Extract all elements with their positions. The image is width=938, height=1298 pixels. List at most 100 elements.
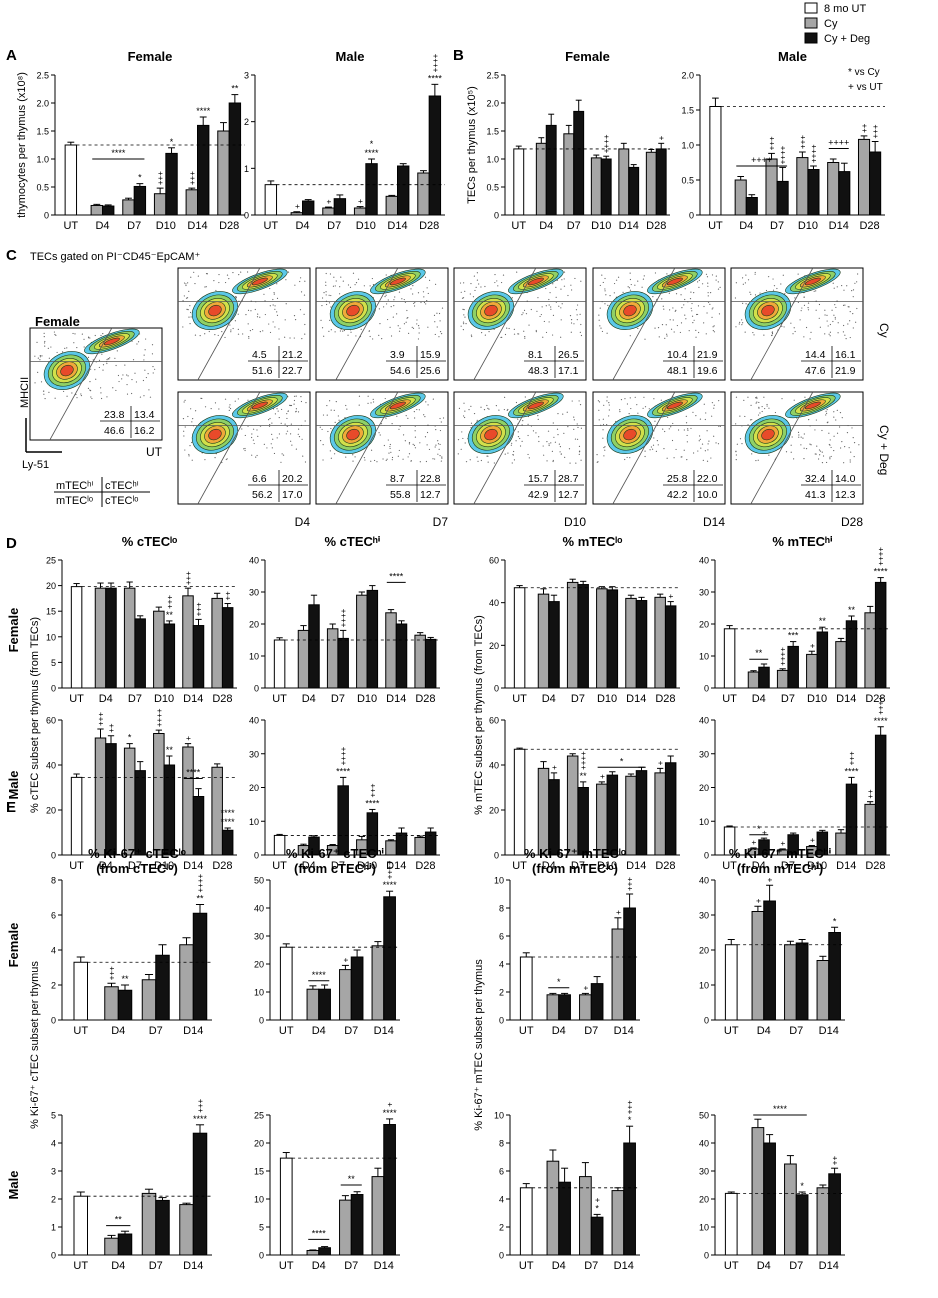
flow-event-dot: [470, 422, 473, 424]
flow-event-dot: [364, 459, 366, 461]
y-tick-label: 1: [244, 164, 249, 174]
flow-event-dot: [771, 331, 773, 334]
legend-cy-label: Cy: [824, 18, 838, 30]
flow-event-dot: [182, 326, 184, 328]
y-tick-label: 6: [499, 932, 504, 942]
flow-event-dot: [829, 458, 831, 460]
bar-cy-D7: [566, 755, 579, 856]
flow-event-dot: [506, 409, 508, 411]
flow-event-dot: [803, 433, 805, 435]
flow-event-dot: [561, 303, 563, 305]
flow-event-dot: [434, 458, 436, 460]
flow-event-dot: [707, 282, 709, 284]
flow-event-dot: [809, 338, 811, 340]
flow-event-dot: [644, 455, 646, 458]
bar-cy-D10: [153, 610, 165, 689]
y-tick-label: 20: [699, 783, 709, 793]
flow-event-dot: [398, 291, 401, 293]
flow-event-dot: [379, 434, 381, 436]
flow-event-dot: [330, 409, 332, 411]
flow-quadrant-ctec-lo: 10.0: [697, 489, 718, 501]
bar-chart-E-f2: % Ki-67⁺ cTECʰⁱ(from cTECʰⁱ)01020304050U…: [254, 846, 400, 1037]
flow-event-dot: [320, 319, 322, 321]
flow-event-dot: [736, 443, 738, 445]
significance-mark: **: [196, 894, 204, 904]
flow-event-dot: [458, 407, 461, 409]
significance-mark: +++: [195, 602, 204, 616]
bar-cy-D4: [747, 671, 760, 689]
significance-mark: +: [184, 736, 193, 741]
flow-event-dot: [214, 402, 217, 404]
flow-event-dot: [142, 379, 145, 382]
panel-c-title: TECs gated on PI⁻CD45⁻EpCAM⁺: [30, 251, 200, 263]
chart-subtitle: (from mTECʰⁱ): [737, 861, 823, 876]
flow-event-dot: [749, 291, 751, 293]
significance-mark: ++++: [779, 145, 788, 164]
flow-event-dot: [56, 351, 58, 354]
x-tick-label: UT: [73, 1025, 88, 1037]
flow-event-dot: [573, 428, 575, 430]
flow-event-dot: [549, 292, 551, 294]
flow-event-dot: [495, 405, 497, 407]
y-tick-label: 3: [51, 1167, 56, 1177]
flow-event-dot: [405, 415, 407, 417]
flow-quadrant-mtec-hi: 8.7: [390, 473, 405, 485]
flow-event-dot: [259, 330, 261, 333]
x-tick-label: D10: [807, 860, 827, 872]
flow-event-dot: [298, 436, 301, 438]
flow-event-dot: [558, 443, 560, 445]
flow-event-dot: [354, 284, 356, 286]
bar-cydeg-D7: [795, 942, 809, 1021]
flow-event-dot: [537, 297, 539, 299]
x-tick-label: D4: [542, 693, 556, 705]
flow-event-dot: [552, 459, 554, 462]
flow-event-dot: [342, 280, 344, 282]
legend-ut-label: 8 mo UT: [824, 3, 866, 15]
flow-event-dot: [637, 412, 639, 414]
flow-event-dot: [718, 313, 721, 315]
x-tick-label: D14: [183, 693, 203, 705]
flow-event-dot: [229, 407, 232, 410]
flow-event-dot: [293, 403, 295, 405]
flow-event-dot: [521, 314, 523, 316]
flow-event-dot: [420, 301, 422, 304]
flow-event-dot: [543, 320, 545, 323]
flow-quadrant-mtec-hi: 4.5: [252, 349, 267, 361]
x-tick-label: UT: [279, 1260, 294, 1272]
flow-event-dot: [551, 334, 554, 336]
flow-event-dot: [184, 426, 186, 428]
flow-event-dot: [756, 396, 758, 398]
bar-ut: [709, 106, 722, 216]
flow-event-dot: [54, 333, 56, 336]
flow-event-dot: [154, 368, 156, 370]
flow-event-dot: [663, 448, 665, 450]
flow-event-dot: [563, 432, 565, 434]
y-tick-label: 5: [259, 1223, 264, 1233]
y-tick-label: 6: [499, 1167, 504, 1177]
flow-event-dot: [672, 422, 674, 425]
flow-event-dot: [139, 396, 142, 398]
flow-event-dot: [402, 458, 404, 460]
flow-event-dot: [418, 327, 420, 329]
flow-event-dot: [44, 397, 46, 400]
significance-mark: ****: [365, 798, 380, 808]
bar-cy-D14: [179, 1204, 194, 1256]
flow-event-dot: [115, 364, 117, 367]
flow-event-dot: [606, 400, 608, 402]
flow-quadrant-ctec-hi: 14.0: [835, 473, 856, 485]
flow-event-dot: [744, 282, 746, 284]
flow-event-dot: [476, 419, 478, 421]
bar-cy-D7: [579, 1176, 592, 1256]
x-tick-label: D10: [154, 693, 174, 705]
flow-plot-cydeg-D10: 15.7 28.742.9 12.7: [453, 391, 587, 505]
flow-event-dot: [414, 436, 417, 438]
bar-cy-D4: [290, 212, 304, 216]
flow-event-dot: [305, 401, 307, 404]
flow-event-dot: [603, 446, 605, 449]
flow-event-dot: [397, 325, 399, 327]
flow-event-dot: [388, 452, 390, 454]
flow-event-dot: [541, 306, 543, 308]
flow-event-dot: [629, 457, 631, 459]
